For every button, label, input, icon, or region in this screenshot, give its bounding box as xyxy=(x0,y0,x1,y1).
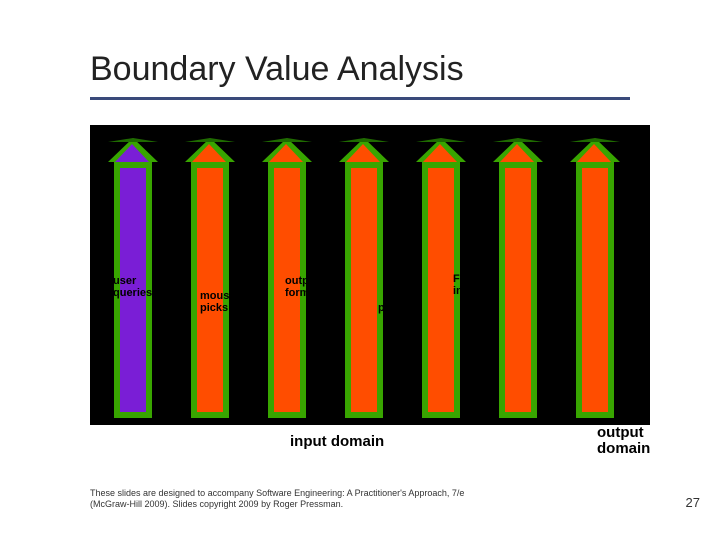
pillar-label-data: data xyxy=(538,292,561,304)
output-domain-label: output domain xyxy=(597,425,650,457)
diagram-castle xyxy=(90,125,650,425)
slide: Boundary Value Analysis user queries mou… xyxy=(0,0,720,540)
pillar-mouse-picks xyxy=(185,138,235,418)
input-domain-label: input domain xyxy=(290,433,384,450)
pillar-data xyxy=(493,138,543,418)
page-number: 27 xyxy=(686,495,700,510)
pillar-label-prompts: prompts xyxy=(378,302,422,314)
title-underline xyxy=(90,97,630,100)
slide-title: Boundary Value Analysis xyxy=(90,50,464,89)
pillar-label-fk-input: FK input xyxy=(453,273,480,297)
footer-line1: These slides are designed to accompany S… xyxy=(90,488,464,498)
pillar-prompts xyxy=(339,138,389,418)
footer-line2: (McGraw-Hill 2009). Slides copyright 200… xyxy=(90,499,343,509)
pillar-label-output-formats: output formats xyxy=(285,275,325,299)
pillar-label-mouse-picks: mouse picks xyxy=(200,290,235,314)
footer-attribution: These slides are designed to accompany S… xyxy=(90,488,620,511)
pillar-label-user-queries: user queries xyxy=(113,275,152,299)
pillar-output-domain xyxy=(570,138,620,418)
